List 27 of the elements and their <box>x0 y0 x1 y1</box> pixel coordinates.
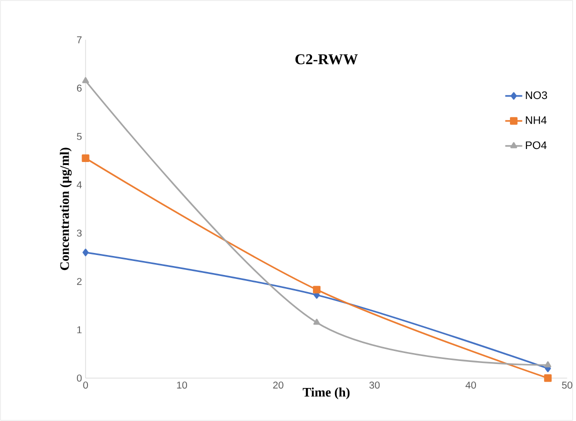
y-tick-label: 1 <box>77 326 82 334</box>
point <box>544 361 552 368</box>
point <box>312 286 321 294</box>
x-tick-label: 30 <box>369 382 380 389</box>
point <box>544 374 552 382</box>
y-tick-label: 4 <box>76 181 82 188</box>
x-tick-label: 50 <box>562 382 572 389</box>
y-tick-label: 0 <box>76 374 82 382</box>
y-tick-label: 3 <box>76 230 82 237</box>
legend-label: NO3 <box>526 91 548 100</box>
point <box>82 77 89 84</box>
point <box>82 154 90 162</box>
legend-label: PO4 <box>526 141 547 150</box>
x-axis-title: Time (h) <box>302 388 350 400</box>
x-tick-label: 40 <box>466 382 476 389</box>
x-tick-label: 10 <box>177 382 188 389</box>
y-tick-label: 5 <box>76 133 82 140</box>
x-tick-label: 20 <box>273 382 284 389</box>
y-tick-label: 7 <box>77 36 82 44</box>
x-tick-label: 0 <box>83 382 88 389</box>
legend-label: NH4 <box>526 116 547 124</box>
point <box>313 318 320 325</box>
y-tick-label: 2 <box>77 278 82 285</box>
point <box>82 248 89 256</box>
y-tick-label: 6 <box>77 84 82 92</box>
y-axis-title: Concentration (µg/ml) <box>60 148 72 270</box>
text: C2-RWW <box>295 54 358 64</box>
